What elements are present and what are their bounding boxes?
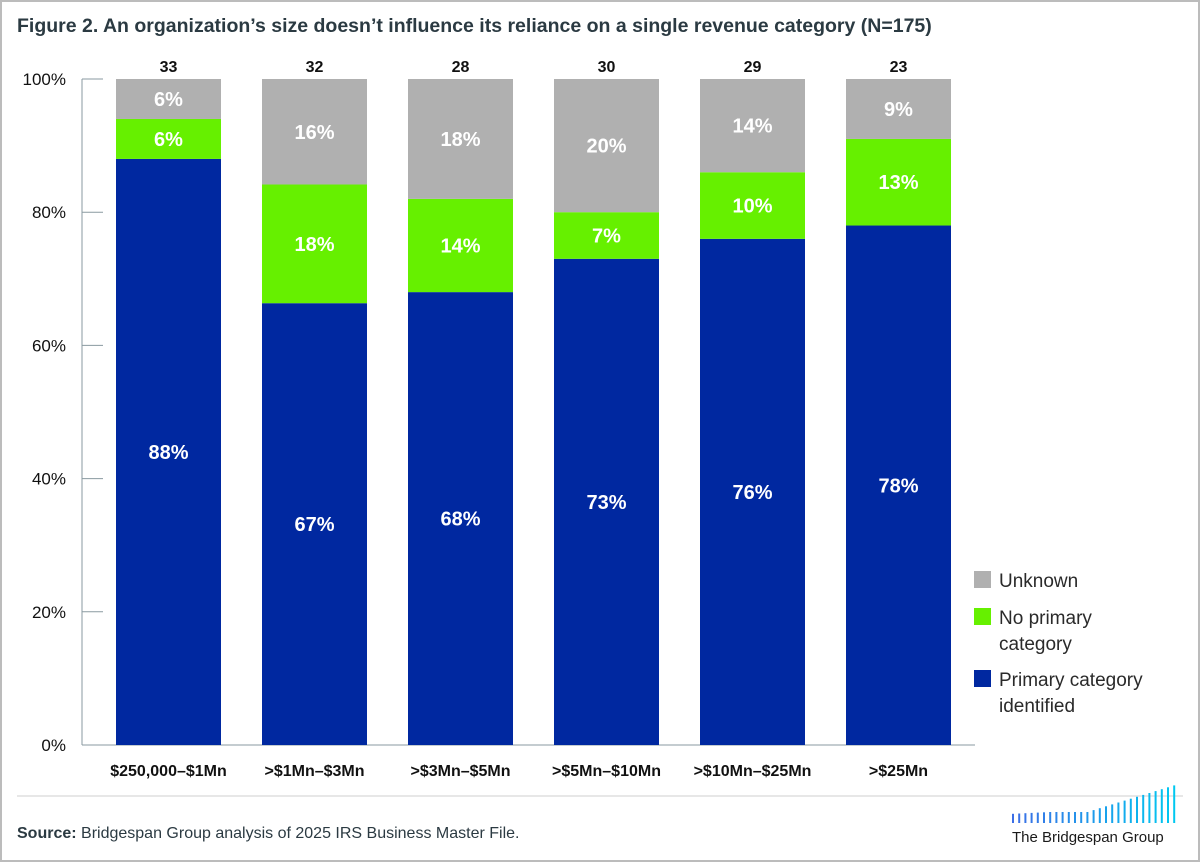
data-label: 9% — [884, 99, 913, 121]
logo-bar-mark — [1012, 813, 1014, 823]
logo-bar-mark — [1049, 812, 1052, 823]
logo-bar-mark — [1148, 793, 1151, 823]
logo-bar-mark — [1111, 804, 1114, 823]
logo-bar-mark — [1092, 810, 1095, 823]
bar-segment — [408, 198, 513, 293]
bar-segment — [116, 79, 221, 119]
bar-segment — [700, 172, 805, 239]
n-label: 30 — [598, 59, 616, 76]
bar-segment — [846, 79, 951, 139]
data-label: 6% — [154, 129, 183, 151]
logo-bar-mark — [1129, 798, 1132, 823]
logo-bar-mark — [1043, 812, 1045, 823]
logo-bar-mark — [1036, 812, 1039, 823]
data-label: 14% — [732, 116, 772, 138]
data-label: 10% — [732, 196, 772, 218]
y-axis: 0% 20% 40% 60% 80% 100% — [23, 70, 975, 755]
data-label: 13% — [878, 172, 918, 194]
data-label: 76% — [732, 482, 772, 504]
data-label: 73% — [586, 492, 626, 514]
data-label: 68% — [440, 509, 480, 531]
n-label: 28 — [452, 59, 470, 76]
n-label: 32 — [306, 59, 324, 76]
logo-bar-mark — [1086, 812, 1089, 823]
logo-bar-mark — [1160, 789, 1163, 823]
bar-segment — [846, 225, 951, 745]
logo-bar-mark — [1123, 800, 1126, 823]
logo-bar-mark — [1080, 812, 1083, 823]
data-label: 16% — [294, 122, 334, 144]
data-label: 88% — [148, 442, 188, 464]
logo-bar-mark — [1154, 791, 1157, 823]
y-tick-label: 20% — [32, 603, 66, 622]
bar-segment — [262, 79, 367, 185]
data-label: 18% — [440, 129, 480, 151]
logo-bar-mark — [1024, 813, 1027, 823]
legend-swatch — [974, 571, 991, 588]
source-label: Source: — [17, 825, 77, 842]
x-tick-label: $250,000–$1Mn — [110, 763, 227, 780]
y-tick-label: 80% — [32, 203, 66, 222]
bridgespan-logo — [1012, 785, 1176, 823]
legend-label: category — [999, 634, 1072, 655]
x-tick-label: >$25Mn — [869, 763, 928, 780]
logo-bar-mark — [1067, 812, 1070, 823]
legend-swatch — [974, 608, 991, 625]
bar-segment — [700, 238, 805, 745]
data-label: 14% — [440, 236, 480, 258]
logo-bar-mark — [1061, 812, 1064, 823]
logo-text: The Bridgespan Group — [1012, 829, 1164, 846]
bar-segment — [262, 184, 367, 304]
bars: 88% 6% 6% 33 $250,000–$1Mn 67% 18% 16% 32 >$1Mn–$… — [110, 59, 951, 780]
logo-bar-mark — [1074, 812, 1076, 823]
n-label: 29 — [744, 59, 762, 76]
legend-label: identified — [999, 696, 1075, 717]
logo-bar-mark — [1105, 806, 1107, 823]
bar-segment — [408, 292, 513, 745]
data-label: 20% — [586, 136, 626, 158]
y-tick-label: 60% — [32, 336, 66, 355]
y-tick-label: 100% — [23, 70, 66, 89]
legend-label: No primary — [999, 608, 1092, 629]
legend: Unknown No primary category Primary categor… — [974, 571, 1143, 717]
logo-bar-mark — [1117, 802, 1120, 823]
x-tick-label: >$3Mn–$5Mn — [410, 763, 510, 780]
bar-segment — [700, 79, 805, 173]
bar-segment — [116, 158, 221, 746]
bar-segment — [408, 79, 513, 199]
n-label: 23 — [890, 59, 908, 76]
legend-label: Unknown — [999, 571, 1078, 592]
x-tick-label: >$5Mn–$10Mn — [552, 763, 661, 780]
logo-bar-mark — [1136, 796, 1138, 823]
logo-bar-mark — [1142, 794, 1145, 823]
bar-segment — [554, 258, 659, 745]
logo-bar-mark — [1167, 787, 1169, 823]
source-note: Source: Bridgespan Group analysis of 202… — [17, 825, 519, 842]
data-label: 67% — [294, 514, 334, 536]
bar-segment — [554, 212, 659, 259]
data-label: 18% — [294, 234, 334, 256]
source-text: Bridgespan Group analysis of 2025 IRS Bu… — [77, 825, 520, 842]
bar-segment — [554, 79, 659, 213]
y-tick-label: 0% — [41, 736, 66, 755]
data-label: 78% — [878, 475, 918, 497]
logo-bar-mark — [1030, 812, 1033, 823]
logo-bar-mark — [1173, 785, 1176, 823]
x-tick-label: >$10Mn–$25Mn — [694, 763, 812, 780]
data-label: 6% — [154, 89, 183, 111]
logo-bar-mark — [1055, 812, 1058, 823]
data-label: 7% — [592, 226, 621, 248]
n-label: 33 — [160, 59, 178, 76]
bar-segment — [262, 303, 367, 745]
chart-title: Figure 2. An organization’s size doesn’t… — [17, 15, 932, 37]
legend-swatch — [974, 670, 991, 687]
logo-bar-mark — [1098, 808, 1101, 823]
y-tick-label: 40% — [32, 470, 66, 489]
legend-label: Primary category — [999, 670, 1143, 691]
logo-bar-mark — [1018, 813, 1021, 823]
x-tick-label: >$1Mn–$3Mn — [264, 763, 364, 780]
bar-segment — [116, 118, 221, 159]
bar-segment — [846, 138, 951, 226]
